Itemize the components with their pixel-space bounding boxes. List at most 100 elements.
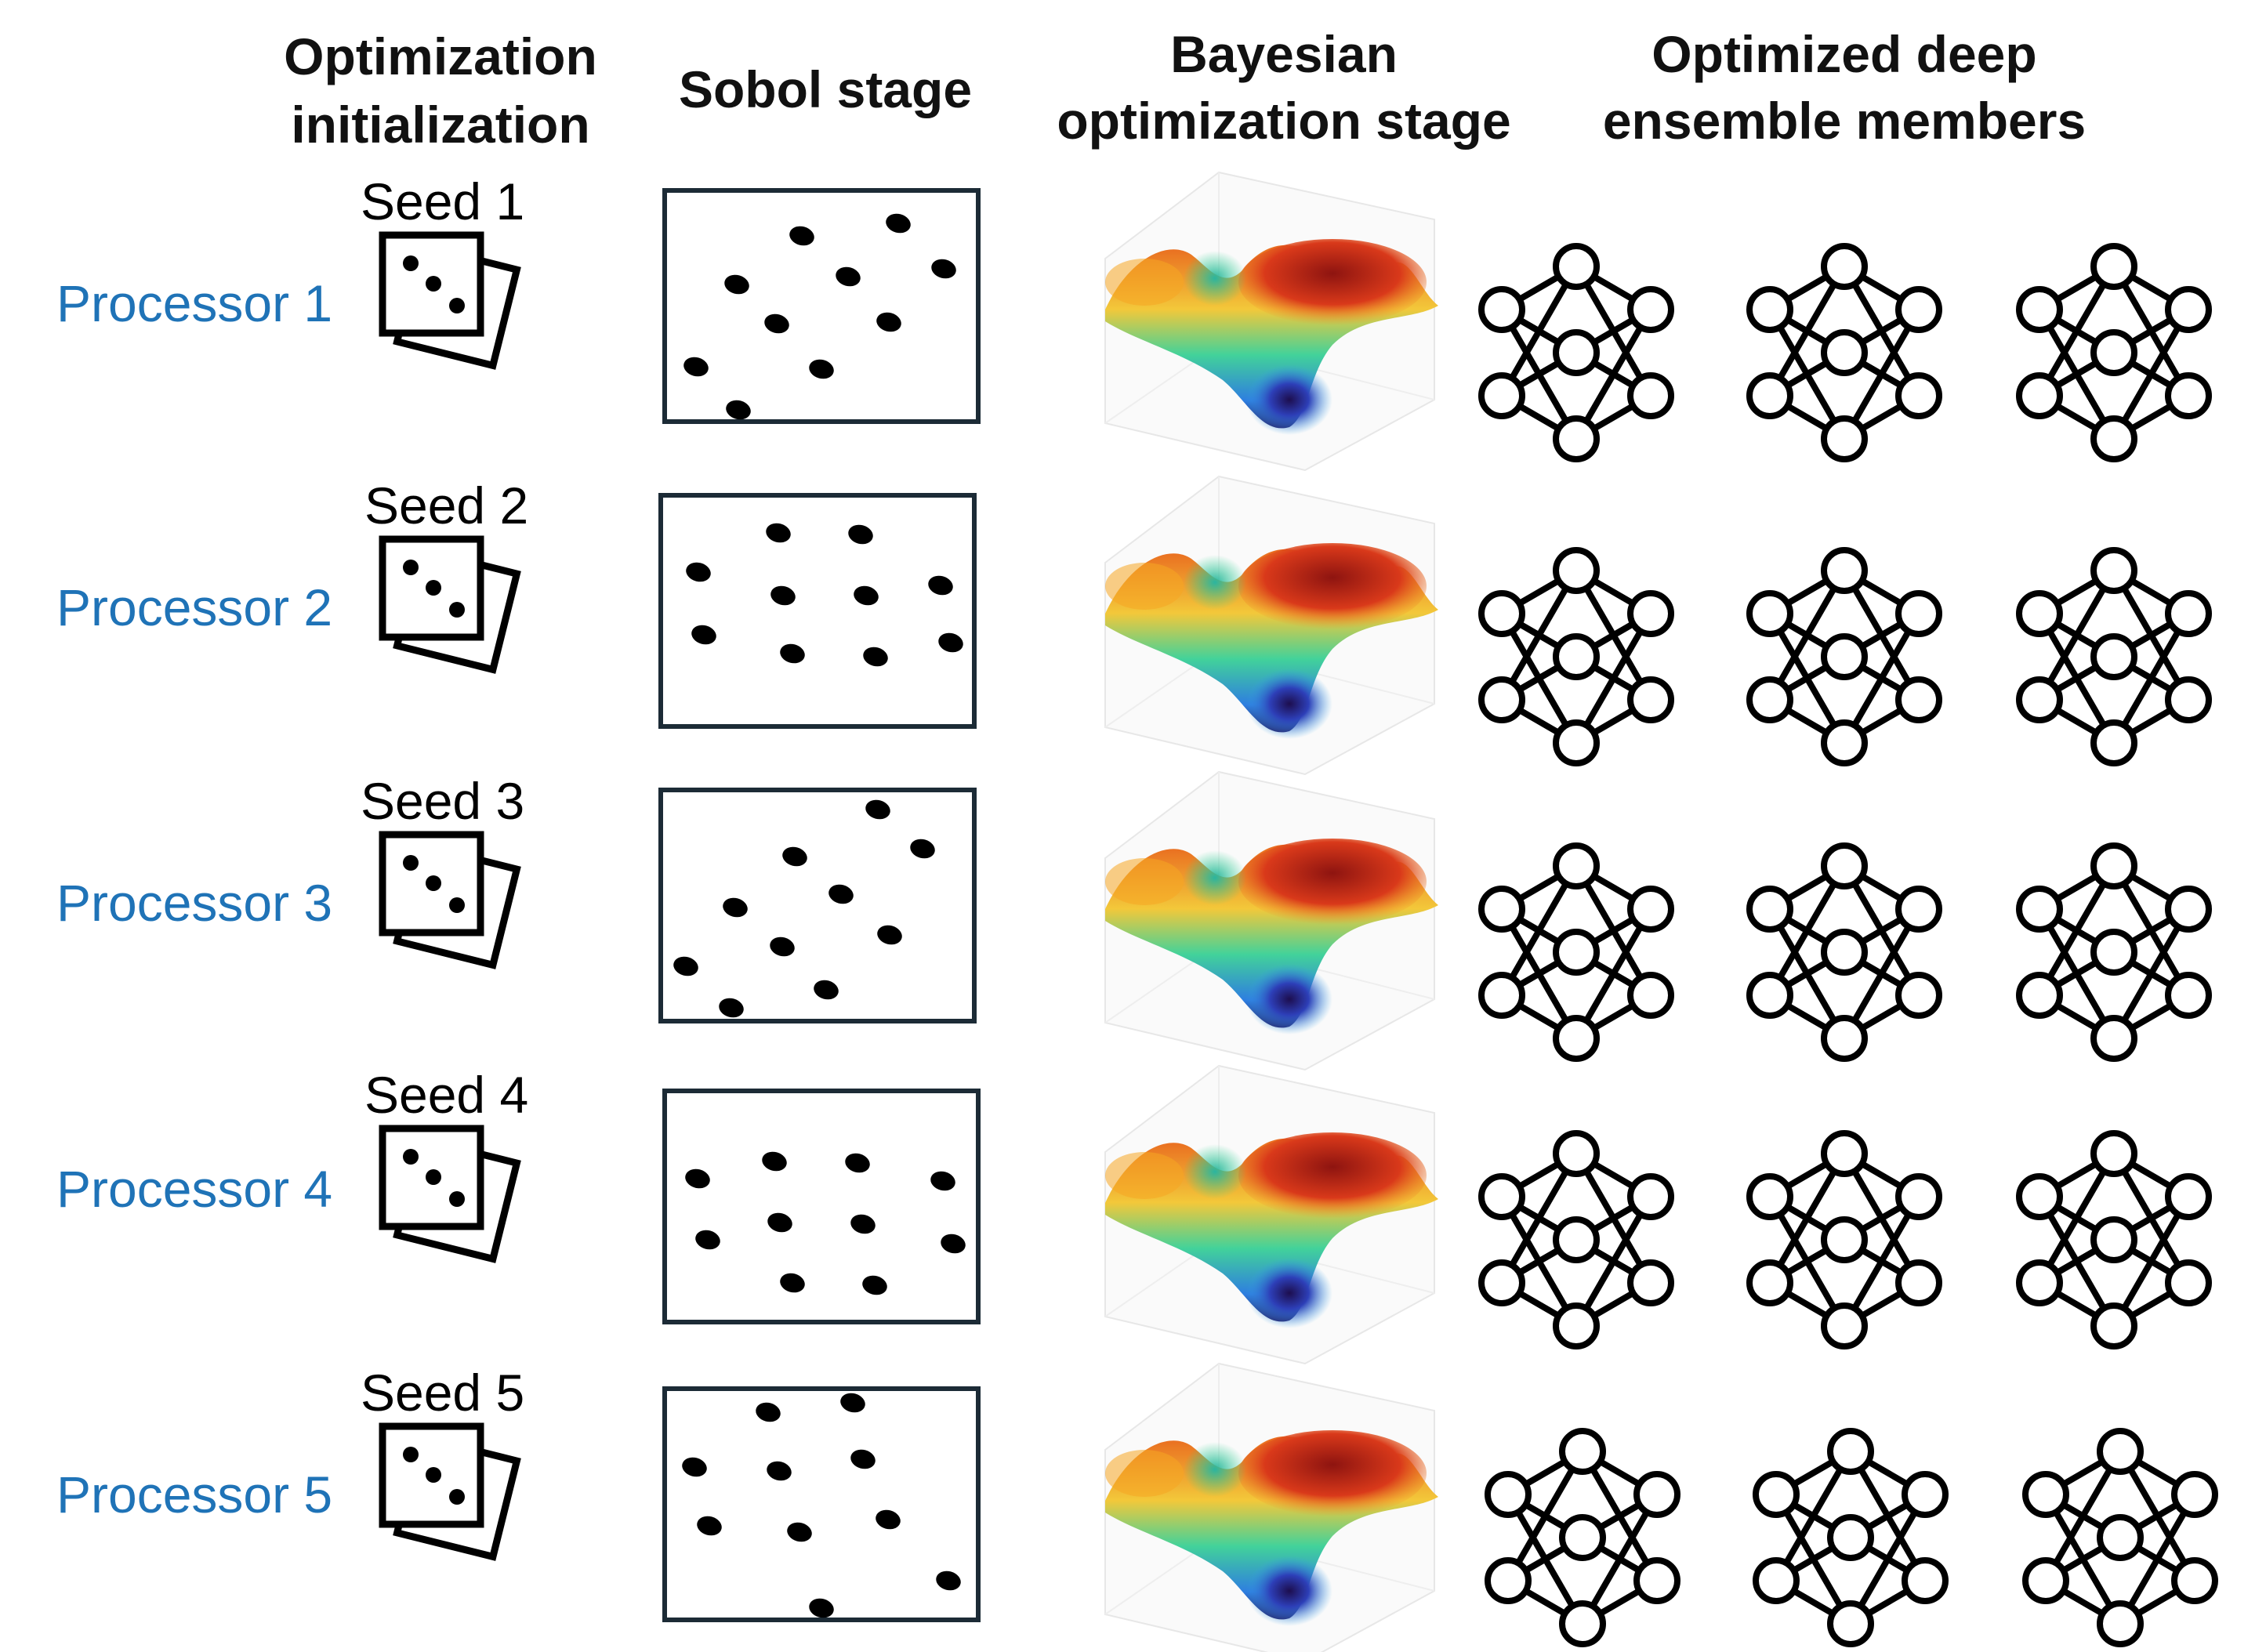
- row-5: Processor 5 Seed 5: [56, 1362, 2218, 1652]
- response-surface-icon: [1104, 1064, 1438, 1365]
- sample-point: [766, 523, 791, 543]
- sobol-sample-box: [658, 493, 977, 729]
- sample-point: [770, 936, 795, 957]
- sample-point: [876, 1509, 901, 1530]
- processor-label: Processor 1: [56, 274, 332, 332]
- sample-point: [854, 585, 879, 606]
- sample-point: [719, 998, 744, 1018]
- sample-point: [767, 1212, 792, 1233]
- row-3: Processor 3 Seed 3: [56, 770, 2212, 1071]
- sample-point: [697, 1516, 722, 1536]
- seed-label: Seed 3: [361, 772, 524, 830]
- neural-network-icon: [1478, 243, 1674, 462]
- neural-network-icon: [1746, 842, 1942, 1062]
- sample-point: [780, 643, 805, 664]
- row-1: Processor 1 Seed 1: [56, 171, 2212, 472]
- sample-point: [863, 647, 888, 667]
- sample-point: [780, 1273, 805, 1293]
- neural-network-icon: [1746, 1130, 1942, 1349]
- sample-point: [877, 925, 902, 945]
- sample-point: [850, 1214, 876, 1234]
- sample-point: [865, 799, 890, 820]
- row-2: Processor 2 Seed 2: [56, 475, 2212, 776]
- sample-point: [756, 1402, 781, 1422]
- neural-network-icon: [2022, 1428, 2218, 1647]
- sobol-sample-box: [662, 188, 981, 424]
- sample-point: [862, 1275, 887, 1295]
- sample-point: [682, 1457, 707, 1477]
- seed-label: Seed 2: [364, 476, 528, 534]
- sample-point: [836, 266, 861, 287]
- response-surface-icon: [1104, 171, 1438, 472]
- sample-point: [809, 359, 834, 379]
- dice-icon: [379, 535, 521, 674]
- sample-point: [683, 357, 709, 377]
- sample-point: [910, 839, 935, 859]
- neural-network-icon: [1478, 842, 1674, 1062]
- sample-point: [876, 312, 901, 332]
- sample-point: [686, 562, 711, 582]
- header-bayesian-line2: optimization stage: [1057, 92, 1510, 150]
- processor-label: Processor 2: [56, 578, 332, 636]
- seed-label: Seed 1: [361, 172, 524, 230]
- sample-point: [691, 625, 716, 645]
- neural-network-icon: [2016, 243, 2212, 462]
- sample-point: [928, 575, 953, 596]
- neural-network-icon: [1478, 547, 1674, 766]
- sample-point: [695, 1230, 720, 1250]
- neural-network-icon: [2016, 842, 2212, 1062]
- row-4: Processor 4 Seed 4: [56, 1064, 2212, 1365]
- sample-point: [931, 259, 956, 279]
- sample-point: [930, 1171, 955, 1191]
- neural-network-icon: [1485, 1428, 1680, 1647]
- sample-point: [840, 1393, 865, 1413]
- sobol-sample-box: [662, 1089, 981, 1324]
- sample-point: [726, 400, 751, 420]
- dice-icon: [379, 831, 521, 969]
- neural-network-icon: [1753, 1428, 1949, 1647]
- sample-point: [782, 846, 807, 867]
- sample-point: [787, 1522, 812, 1542]
- neural-network-icon: [1746, 243, 1942, 462]
- sample-point: [936, 1570, 961, 1591]
- sample-point: [723, 897, 748, 918]
- neural-network-icon: [2016, 547, 2212, 766]
- sample-point: [828, 884, 854, 904]
- sample-point: [814, 980, 839, 1000]
- header-bayesian-line1: Bayesian: [1170, 25, 1398, 83]
- processor-label: Processor 3: [56, 874, 332, 932]
- sample-point: [938, 632, 963, 653]
- header-sobol-stage: Sobol stage: [679, 60, 972, 118]
- processor-label: Processor 5: [56, 1465, 332, 1523]
- sobol-sample-box: [662, 1386, 981, 1622]
- header-initialization-line2: initialization: [291, 96, 589, 154]
- sample-point: [673, 956, 698, 976]
- sample-point: [848, 524, 873, 545]
- response-surface-icon: [1104, 475, 1438, 776]
- response-surface-icon: [1104, 1362, 1438, 1652]
- sample-point: [764, 313, 789, 334]
- header-ensemble-line1: Optimized deep: [1651, 25, 2036, 83]
- seed-label: Seed 5: [361, 1364, 524, 1422]
- sample-point: [850, 1449, 876, 1469]
- sobol-sample-box: [658, 788, 977, 1023]
- column-headers: Optimization initialization Sobol stage …: [284, 25, 2086, 154]
- dice-icon: [379, 1125, 521, 1263]
- sample-point: [767, 1461, 792, 1481]
- sample-point: [724, 274, 749, 295]
- neural-network-icon: [1478, 1130, 1674, 1349]
- dice-icon: [379, 1422, 521, 1561]
- header-ensemble-line2: ensemble members: [1603, 92, 2086, 150]
- sample-point: [762, 1151, 787, 1172]
- response-surface-icon: [1104, 770, 1438, 1071]
- neural-network-icon: [1746, 547, 1942, 766]
- sample-point: [770, 585, 796, 606]
- sample-point: [941, 1234, 966, 1254]
- sample-point: [886, 213, 911, 234]
- sample-point: [809, 1598, 834, 1618]
- sample-point: [685, 1168, 710, 1189]
- sample-point: [789, 226, 814, 246]
- seed-label: Seed 4: [364, 1066, 528, 1124]
